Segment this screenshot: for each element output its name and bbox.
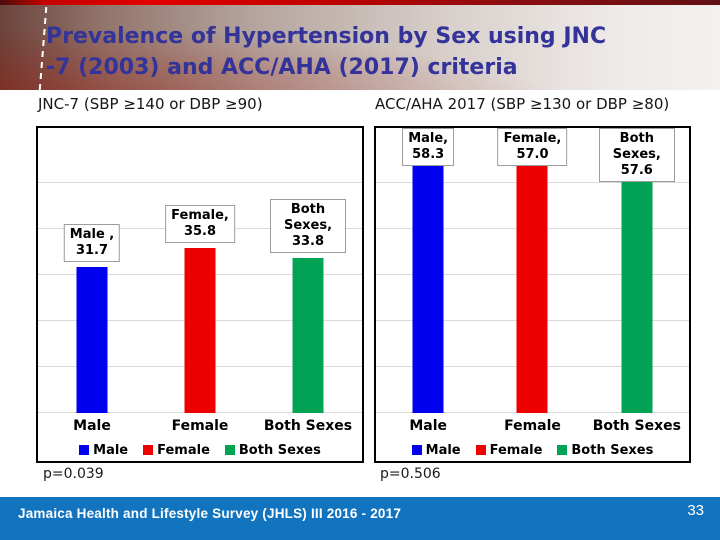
data-label-name: Male ,: [69, 227, 115, 242]
page-title-line1: Prevalence of Hypertension by Sex using …: [46, 24, 607, 49]
legend-swatch-male: [411, 445, 422, 455]
bar-slot-both-sexes: Both Sexes, 33.8: [254, 128, 362, 413]
footer-bar: Jamaica Health and Lifestyle Survey (JHL…: [0, 497, 720, 540]
legend-item-both-sexes: Both Sexes: [557, 443, 653, 458]
chart-panel-accaha: Male, 58.3 Female, 57.0 Both Sexes, 57.6: [374, 126, 691, 463]
bar-slot-both-sexes: Both Sexes, 57.6: [585, 128, 689, 413]
top-red-strip: [0, 0, 720, 5]
data-label-value: 31.7: [75, 243, 109, 258]
bar-male: [412, 145, 444, 413]
x-axis-labels: Male Female Both Sexes: [376, 413, 689, 439]
legend-label-female: Female: [157, 442, 210, 458]
data-label-female: Female, 57.0: [497, 128, 568, 166]
legend-swatch-both-sexes: [224, 445, 235, 455]
chart-panel-jnc7: Male , 31.7 Female, 35.8 Both Sexes, 33.…: [36, 126, 364, 463]
bar-male: [76, 267, 108, 413]
legend-label-female: Female: [489, 442, 543, 458]
data-label-name: Both Sexes,: [283, 202, 333, 233]
data-label-male: Male , 31.7: [63, 224, 121, 262]
legend-swatch-female: [475, 445, 486, 455]
data-label-value: 57.0: [516, 147, 549, 162]
x-axis-label-both-sexes: Both Sexes: [592, 418, 681, 434]
page-title-line2: -7 (2003) and ACC/AHA (2017) criteria: [46, 55, 518, 80]
data-label-name: Female,: [503, 131, 562, 146]
x-axis-label-male: Male: [409, 418, 447, 434]
bar-slot-female: Female, 57.0: [480, 128, 584, 413]
legend-item-female: Female: [475, 442, 543, 458]
plot-area: Male, 58.3 Female, 57.0 Both Sexes, 57.6: [376, 128, 689, 413]
chart-legend: Male Female Both Sexes: [376, 439, 689, 461]
data-label-male: Male, 58.3: [402, 128, 455, 166]
data-label-value: 57.6: [620, 163, 653, 178]
title-banner: [0, 5, 720, 91]
x-axis-label-male: Male: [73, 418, 111, 434]
chart-title-jnc7: JNC-7 (SBP ≥140 or DBP ≥90): [38, 95, 263, 113]
x-axis-labels: Male Female Both Sexes: [38, 413, 362, 439]
data-label-name: Both Sexes,: [612, 131, 661, 162]
legend-swatch-male: [79, 445, 90, 455]
legend-item-both-sexes: Both Sexes: [224, 442, 321, 458]
footer-text: Jamaica Health and Lifestyle Survey (JHL…: [18, 506, 402, 521]
bar-slot-male: Male , 31.7: [38, 128, 146, 413]
legend-label-both-sexes: Both Sexes: [571, 442, 654, 458]
legend-item-female: Female: [143, 443, 210, 458]
page-title: Prevalence of Hypertension by Sex using …: [46, 21, 706, 83]
gridline: [38, 182, 362, 183]
data-label-name: Male,: [408, 131, 449, 146]
legend-label-male: Male: [93, 442, 129, 458]
x-axis-label-female: Female: [171, 418, 229, 434]
bar-both-sexes: [292, 258, 324, 413]
p-value-accaha: p=0.506: [380, 466, 441, 482]
data-label-value: 58.3: [412, 147, 445, 162]
bar-female: [516, 151, 548, 413]
legend-item-male: Male: [411, 442, 461, 458]
x-axis-label-both-sexes: Both Sexes: [263, 418, 353, 434]
x-axis-label-female: Female: [504, 418, 561, 434]
legend-label-both-sexes: Both Sexes: [238, 442, 321, 458]
bar-slot-male: Male, 58.3: [376, 128, 480, 413]
chart-legend: Male Female Both Sexes: [38, 439, 362, 461]
data-label-value: 33.8: [291, 234, 325, 249]
data-label-female: Female, 35.8: [165, 205, 235, 243]
data-label-value: 35.8: [183, 224, 217, 239]
data-label-both-sexes: Both Sexes, 57.6: [598, 128, 675, 182]
p-value-jnc7: p=0.039: [43, 466, 104, 482]
legend-swatch-both-sexes: [557, 445, 568, 455]
page-number: 33: [687, 502, 704, 519]
bar-slot-female: Female, 35.8: [146, 128, 254, 413]
plot-area: Male , 31.7 Female, 35.8 Both Sexes, 33.…: [38, 128, 362, 413]
bar-female: [184, 248, 216, 413]
data-label-name: Female,: [171, 208, 229, 223]
data-label-both-sexes: Both Sexes, 33.8: [270, 199, 346, 253]
legend-swatch-female: [143, 445, 154, 455]
legend-item-male: Male: [79, 443, 128, 458]
chart-title-accaha: ACC/AHA 2017 (SBP ≥130 or DBP ≥80): [375, 95, 670, 113]
legend-label-male: Male: [425, 442, 461, 458]
bar-both-sexes: [621, 148, 653, 413]
